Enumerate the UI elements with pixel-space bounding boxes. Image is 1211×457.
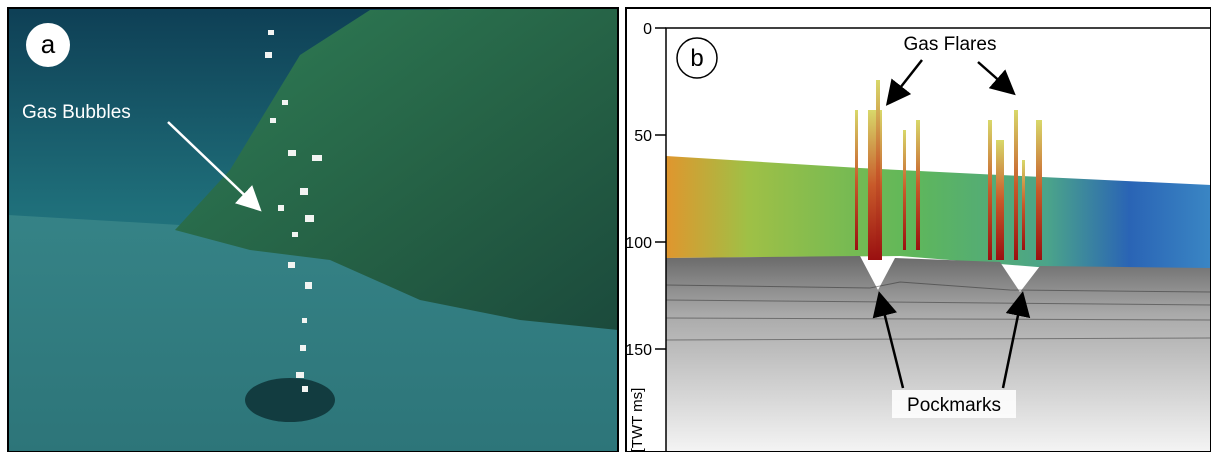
annotation: Gas Bubbles bbox=[22, 102, 131, 123]
seismic-profile bbox=[666, 256, 1211, 452]
annotation: Gas Flares bbox=[904, 34, 997, 55]
axis-label: [TWT ms] bbox=[629, 388, 646, 452]
tick-label: 50 bbox=[634, 128, 652, 145]
panel-b: Gas Flares Pockmarks b [TWT ms] 0 50 100 15… bbox=[625, 8, 1211, 452]
panel-label: a bbox=[41, 29, 56, 59]
annotation: Pockmarks bbox=[907, 395, 1001, 416]
tick-label: 100 bbox=[625, 235, 652, 252]
panel-label: b bbox=[690, 45, 703, 72]
tick-label: 0 bbox=[643, 21, 652, 38]
panel-a: Gas Bubbles a bbox=[8, 8, 618, 452]
pockmark bbox=[245, 378, 335, 422]
tick-label: 150 bbox=[625, 342, 652, 359]
figure: Gas Bubbles a Gas Flares Pockmarks b [TW… bbox=[0, 0, 1211, 452]
